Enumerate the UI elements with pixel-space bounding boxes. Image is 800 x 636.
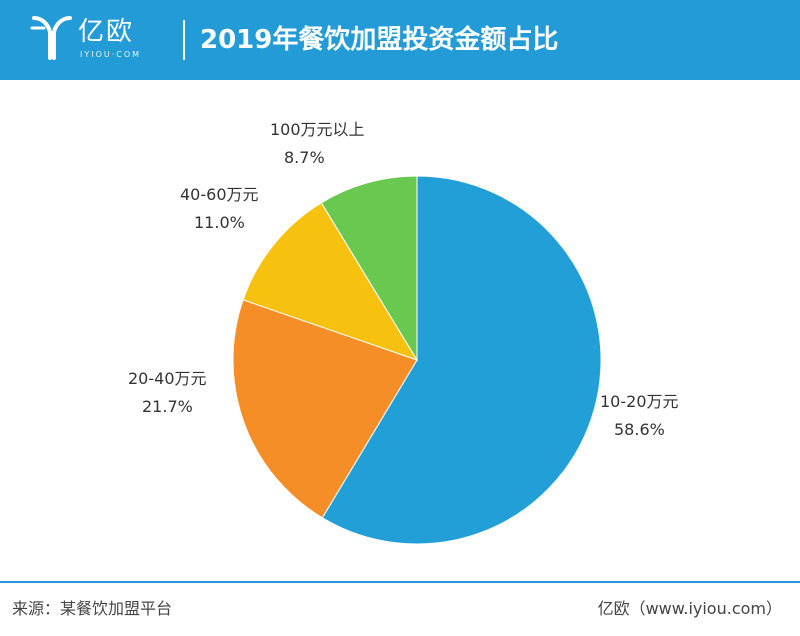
pie-slice-1 <box>321 175 602 545</box>
logo-mark-icon <box>30 16 72 60</box>
footer-brand: 亿欧（www.iyiou.com） <box>597 599 782 618</box>
slice-label-2: 20-40万元 <box>128 369 207 388</box>
slice-value-4: 8.7% <box>284 148 325 167</box>
pie-slice-3 <box>242 202 419 361</box>
logo-text: 亿欧 <box>78 17 135 47</box>
slice-value-3: 11.0% <box>194 213 245 232</box>
pie-chart: 10-20万元 58.6% 20-40万元 21.7% 40-60万元 11.0% 100万… <box>128 120 679 545</box>
pie-slice-4 <box>320 175 418 362</box>
slice-label-4: 100万元以上 <box>270 120 365 139</box>
pie-slices <box>232 175 602 545</box>
footer-divider <box>0 581 800 583</box>
slice-value-1: 58.6% <box>614 420 665 439</box>
header-bar: 亿欧 IYIOU·COM 2019年餐饮加盟投资金额占比 <box>0 0 800 80</box>
pie-slice-2 <box>232 299 418 519</box>
page-title: 2019年餐饮加盟投资金额占比 <box>200 25 559 55</box>
header-divider <box>183 20 185 60</box>
source-note: 来源：某餐饮加盟平台 <box>12 599 173 618</box>
pie-labels: 10-20万元 58.6% 20-40万元 21.7% 40-60万元 11.0% 100万… <box>128 120 679 439</box>
logo[interactable]: 亿欧 IYIOU·COM <box>30 12 180 62</box>
logo-subtext: IYIOU·COM <box>80 50 142 59</box>
slice-label-1: 10-20万元 <box>600 392 679 411</box>
slice-label-3: 40-60万元 <box>180 185 259 204</box>
slice-value-2: 21.7% <box>142 397 193 416</box>
